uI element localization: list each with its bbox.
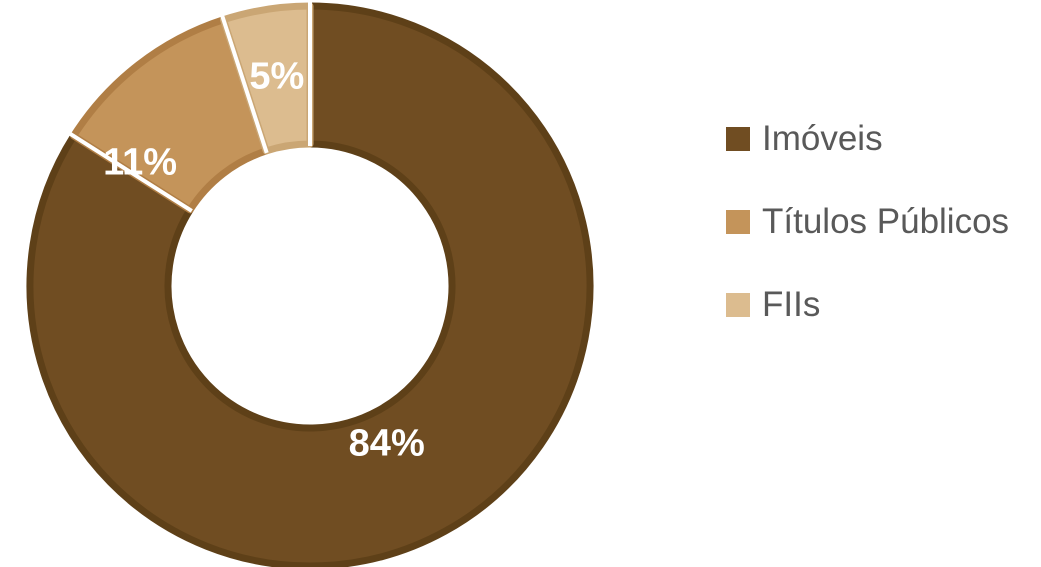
legend-label: Títulos Públicos [762, 202, 1010, 241]
legend-item-titulos-publicos: Títulos Públicos [726, 195, 1009, 249]
slice-imoveis [26, 2, 594, 567]
donut-slices [26, 2, 594, 567]
legend-swatch [726, 293, 750, 317]
data-label-imoveis: 84% [349, 422, 425, 464]
data-label-titulos-publicos: 11% [103, 142, 177, 184]
slice-separator [220, 15, 269, 154]
slice-separator [69, 132, 193, 213]
data-label-fiis: 5% [249, 56, 304, 98]
legend-item-fiis: FIIs [726, 278, 1009, 332]
legend-swatch [726, 127, 750, 151]
legend-label: Imóveis [762, 119, 883, 158]
legend-label: FIIs [762, 285, 821, 324]
chart-legend: Imóveis Títulos Públicos FIIs [726, 112, 1009, 361]
legend-swatch [726, 210, 750, 234]
legend-item-imoveis: Imóveis [726, 112, 1009, 166]
donut-data-labels: 84% 11% 5% [103, 56, 425, 465]
